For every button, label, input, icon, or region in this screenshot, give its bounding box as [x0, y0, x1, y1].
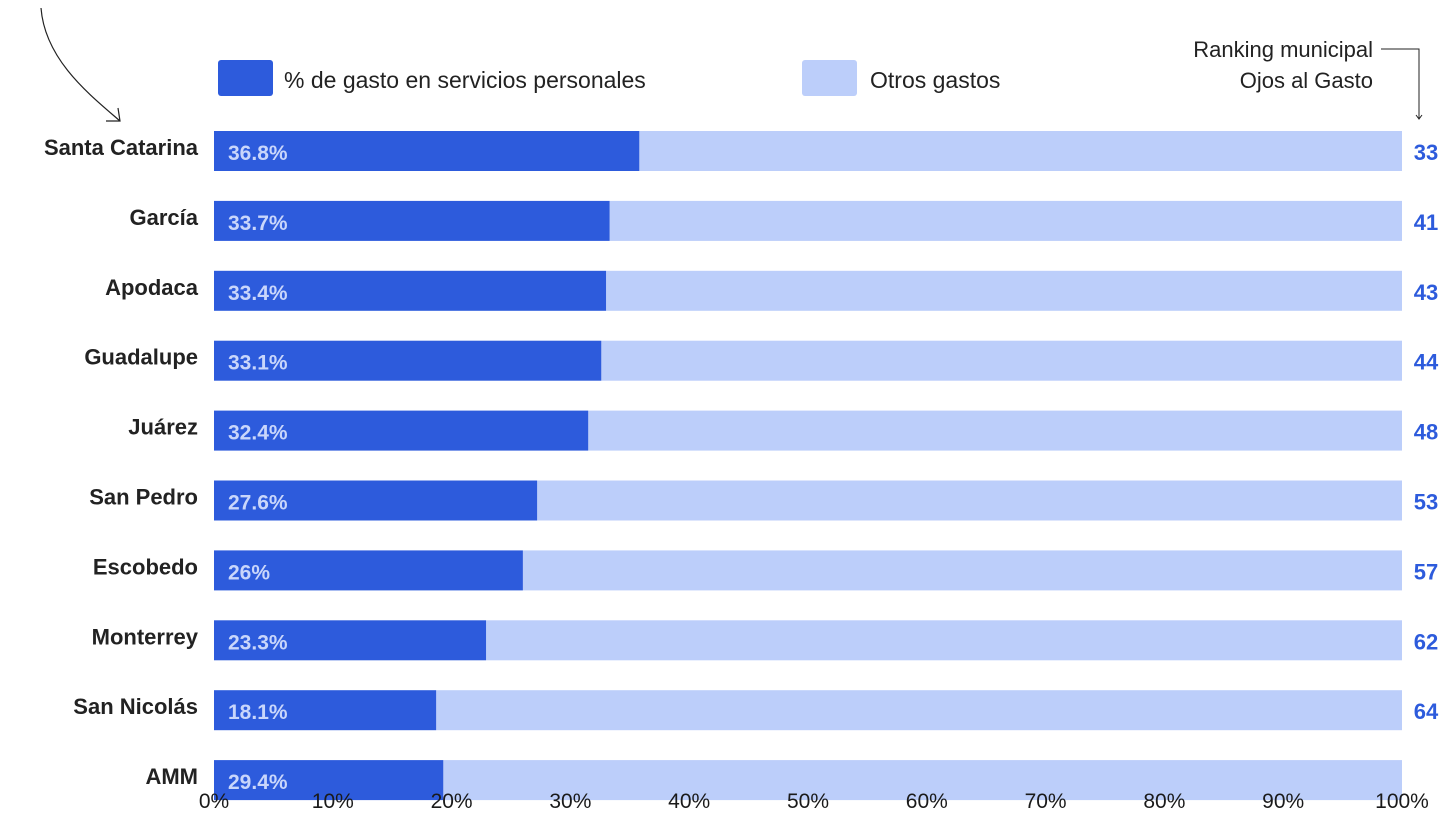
data-label: 32.4%: [228, 422, 288, 445]
bar-servicios-personales: [214, 410, 589, 451]
category-label: García: [130, 205, 199, 230]
bar-otros-gastos: [486, 620, 1402, 661]
bar-otros-gastos: [443, 760, 1402, 801]
x-tick-label: 80%: [1143, 790, 1185, 813]
x-tick-label: 100%: [1375, 790, 1429, 813]
x-tick-label: 50%: [787, 790, 829, 813]
category-label: San Nicolás: [73, 694, 198, 719]
ranking-label: 41: [1414, 210, 1438, 235]
category-label: San Pedro: [89, 485, 198, 510]
data-label: 33.7%: [228, 212, 288, 235]
data-label: 33.1%: [228, 352, 288, 375]
x-axis: 0% 10% 20% 30% 40% 50% 60% 70% 80% 90% 100%: [199, 790, 1429, 813]
x-tick-label: 20%: [431, 790, 473, 813]
ranking-label: 57: [1414, 559, 1438, 584]
bar-servicios-personales: [214, 690, 437, 731]
bar-otros-gastos: [639, 131, 1402, 171]
bar-otros-gastos: [537, 480, 1402, 521]
bar-servicios-personales: [214, 550, 523, 591]
category-label: Santa Catarina: [44, 135, 199, 160]
curved-arrow-head-icon: [106, 107, 121, 122]
bar-otros-gastos: [588, 410, 1402, 451]
bar-servicios-personales: [214, 200, 610, 241]
category-label: AMM: [145, 764, 198, 789]
bar-otros-gastos: [522, 550, 1402, 591]
bar-otros-gastos: [436, 690, 1402, 731]
x-tick-label: 90%: [1262, 790, 1304, 813]
bar-servicios-personales: [214, 340, 602, 381]
ranking-label: 64: [1414, 699, 1439, 724]
legend-swatch-primary: [218, 60, 273, 96]
data-label: 36.8%: [228, 142, 288, 165]
x-tick-label: 70%: [1025, 790, 1067, 813]
bar-otros-gastos: [606, 270, 1402, 311]
bar-otros-gastos: [609, 200, 1402, 241]
data-label: 33.4%: [228, 282, 288, 305]
data-label: 26%: [228, 561, 270, 584]
category-label: Apodaca: [105, 275, 199, 300]
legend: % de gasto en servicios personales Otros…: [218, 60, 1000, 96]
category-label: Juárez: [128, 415, 198, 440]
data-label: 29.4%: [228, 771, 288, 794]
x-tick-label: 40%: [668, 790, 710, 813]
ranking-label: 44: [1414, 350, 1439, 375]
ranking-bracket-icon: [1381, 48, 1423, 120]
ranking-label: 62: [1414, 629, 1438, 654]
x-tick-label: 10%: [312, 790, 354, 813]
ranking-label: 48: [1414, 420, 1438, 445]
ranking-label: 43: [1414, 280, 1438, 305]
legend-swatch-secondary: [802, 60, 857, 96]
ranking-title-line1: Ranking municipal: [1193, 37, 1373, 62]
ranking-label: 33: [1414, 140, 1438, 165]
bar-servicios-personales: [214, 131, 640, 171]
category-label: Escobedo: [93, 554, 198, 579]
bar-servicios-personales: [214, 480, 538, 521]
bar-servicios-personales: [214, 760, 444, 801]
ranking-title: Ranking municipal Ojos al Gasto: [1193, 37, 1423, 120]
legend-label-secondary: Otros gastos: [870, 67, 1000, 93]
x-tick-label: 30%: [549, 790, 591, 813]
x-tick-label: 60%: [906, 790, 948, 813]
x-tick-label: 0%: [199, 790, 229, 813]
category-label: Monterrey: [92, 624, 199, 649]
bar-servicios-personales: [214, 270, 607, 311]
bars-group: Santa Catarina 36.8% 33 García 33.7% 41 Apodac…: [44, 131, 1439, 801]
data-label: 18.1%: [228, 701, 288, 724]
bar-servicios-personales: [214, 620, 487, 661]
data-label: 23.3%: [228, 631, 288, 654]
category-label: Guadalupe: [84, 345, 198, 370]
curved-arrow-icon: [40, 7, 121, 122]
data-label: 27.6%: [228, 492, 288, 515]
ranking-label: 53: [1414, 490, 1438, 515]
ranking-title-line2: Ojos al Gasto: [1240, 68, 1373, 93]
legend-label-primary: % de gasto en servicios personales: [284, 67, 646, 93]
bar-otros-gastos: [601, 340, 1402, 381]
